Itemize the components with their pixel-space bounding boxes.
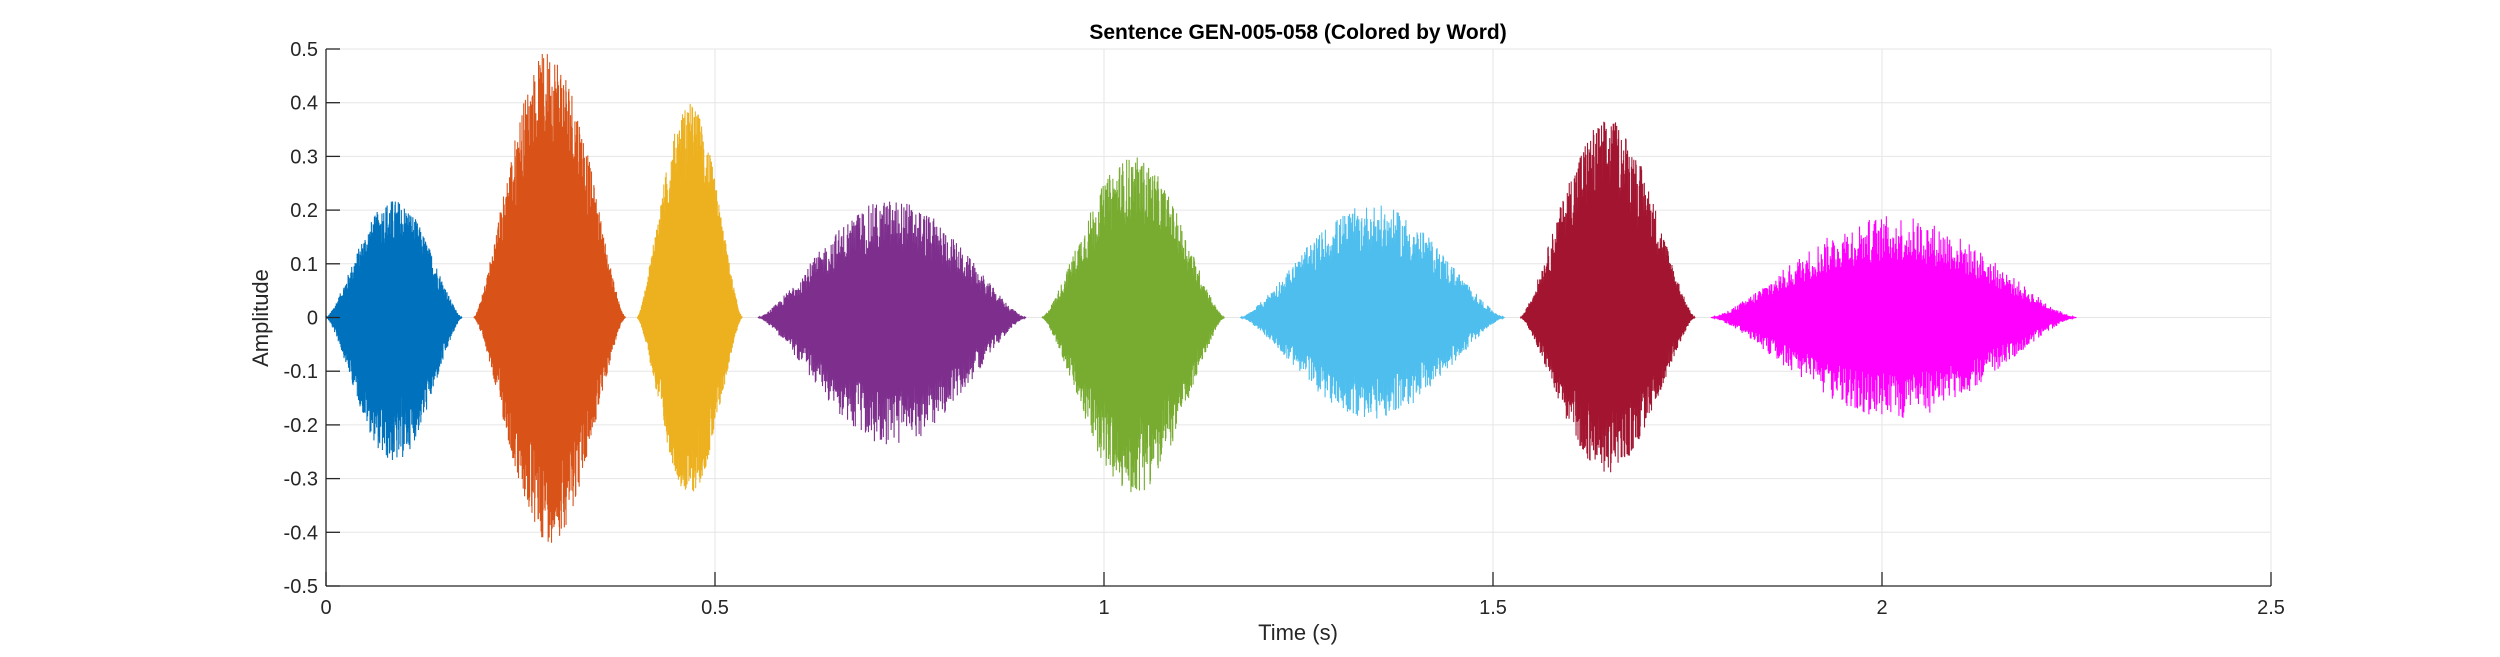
x-tick-label: 1.5 bbox=[1479, 597, 1507, 619]
waveform-word-3 bbox=[636, 103, 743, 492]
x-tick-label: 0.5 bbox=[701, 597, 729, 619]
y-tick-label: 0.4 bbox=[290, 93, 318, 115]
waveform-word-4 bbox=[757, 201, 1027, 445]
y-axis-label: Amplitude bbox=[248, 269, 273, 367]
waveform-word-2 bbox=[473, 53, 626, 543]
y-tick-label: -0.5 bbox=[284, 576, 318, 598]
y-tick-label: -0.4 bbox=[284, 522, 318, 544]
waveform-word-6 bbox=[1240, 205, 1505, 419]
y-tick-label: 0.2 bbox=[290, 200, 318, 222]
y-tick-label: 0.1 bbox=[290, 254, 318, 276]
y-tick-label: -0.2 bbox=[284, 415, 318, 437]
x-tick-label: 1 bbox=[1098, 597, 1109, 619]
y-tick-label: 0 bbox=[307, 308, 318, 330]
chart-title: Sentence GEN-005-058 (Colored by Word) bbox=[1089, 21, 1506, 44]
y-tick-label: -0.1 bbox=[284, 361, 318, 383]
x-tick-label: 0 bbox=[320, 597, 331, 619]
waveform-word-1 bbox=[325, 201, 463, 460]
x-tick-label: 2 bbox=[1876, 597, 1887, 619]
waveform-series bbox=[325, 53, 2077, 543]
axis-ticks: 0 0.5 1 1.5 2 2.5 -0.5 -0.4 -0.3 -0.2 -0.1 0 0.1 0.2 0… bbox=[284, 39, 2285, 619]
waveform-word-8 bbox=[1710, 216, 2077, 418]
x-tick-label: 2.5 bbox=[2257, 597, 2285, 619]
y-tick-label: -0.3 bbox=[284, 469, 318, 491]
y-tick-label: 0.5 bbox=[290, 39, 318, 61]
y-tick-label: 0.3 bbox=[290, 146, 318, 168]
waveform-word-7 bbox=[1520, 121, 1696, 473]
x-axis-label: Time (s) bbox=[1258, 620, 1338, 645]
waveform-word-5 bbox=[1041, 157, 1225, 493]
